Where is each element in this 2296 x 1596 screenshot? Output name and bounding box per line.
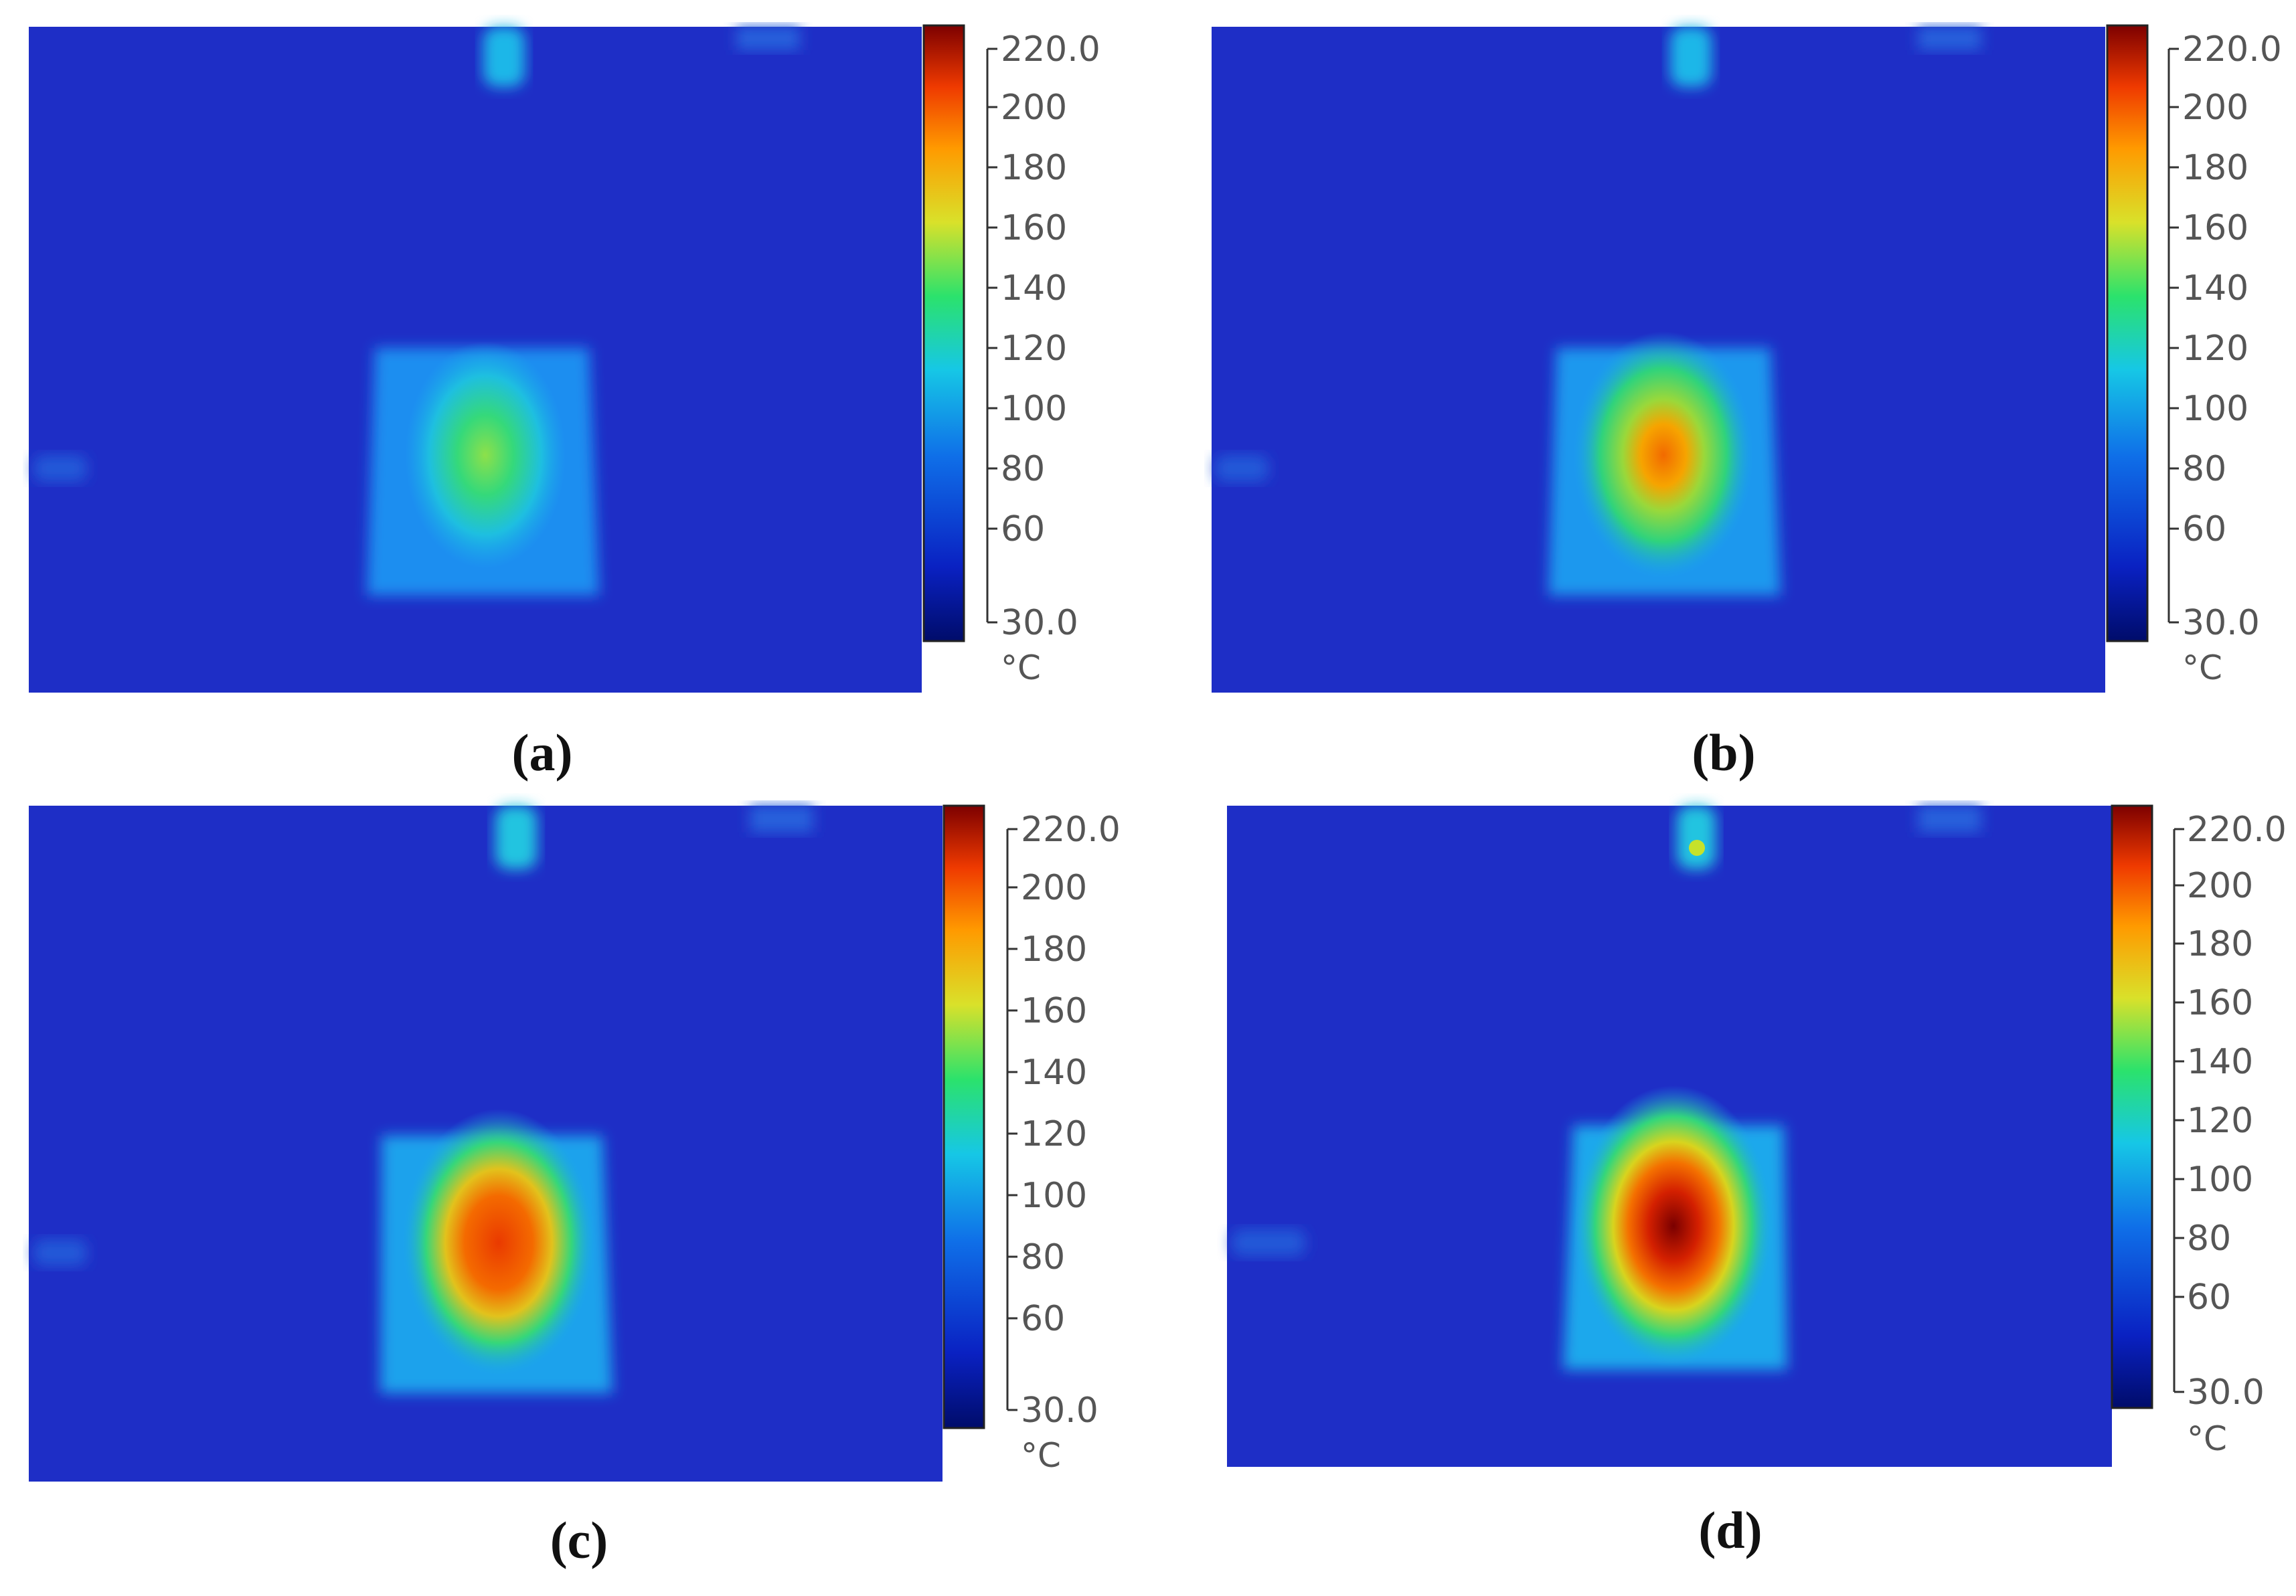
scale-tick-label: 180 <box>2187 924 2253 964</box>
panel-caption: (b) <box>1692 723 1756 782</box>
scale-tick-label: 140 <box>2187 1042 2253 1082</box>
scale-tick-label: 180 <box>1001 148 1067 188</box>
scale-tick-label: 160 <box>1001 208 1067 248</box>
scale-unit-label: °C <box>1021 1436 1061 1475</box>
scale-tick-label: 80 <box>2182 449 2226 489</box>
scale-tick-label: 180 <box>2182 148 2248 188</box>
scale-tick-label: 180 <box>1021 929 1087 970</box>
scale-tick-label: 200 <box>2182 88 2248 128</box>
scale-unit-label: °C <box>2182 648 2222 687</box>
scale-tick-label: 160 <box>2182 208 2248 248</box>
panel-caption: (d) <box>1698 1501 1762 1559</box>
background-artifact <box>1918 27 1981 50</box>
scale-tick-label: 140 <box>1001 268 1067 308</box>
scale-unit-label: °C <box>2187 1419 2227 1458</box>
scale-max-label: 220.0 <box>2182 29 2282 70</box>
probe-hot-tip <box>1689 840 1705 856</box>
scale-tick-label: 120 <box>2187 1101 2253 1141</box>
scale-tick-label: 160 <box>2187 983 2253 1023</box>
scale-tick-label: 60 <box>2187 1277 2231 1318</box>
scale-tick-label: 60 <box>2182 509 2226 549</box>
scale-max-label: 220.0 <box>2187 810 2287 850</box>
color-scale-bar <box>922 24 965 642</box>
panel-caption: (a) <box>511 723 573 782</box>
scale-tick-label: 60 <box>1021 1299 1065 1339</box>
background-artifact <box>736 27 800 50</box>
thermal-image-a: 220.0 200 180 160 140 120 100 80 60 30.0… <box>29 24 1100 693</box>
background-artifact <box>750 806 813 832</box>
scale-tick-label: 120 <box>1001 329 1067 369</box>
color-scale-bar <box>2106 24 2149 642</box>
hot-spot <box>1573 1085 1774 1366</box>
background-artifact <box>1232 1229 1305 1256</box>
scale-max-label: 220.0 <box>1021 810 1121 850</box>
color-scale-bar <box>2111 804 2153 1409</box>
background-artifact <box>33 1239 87 1266</box>
scale-tick-label: 120 <box>1021 1114 1087 1154</box>
probe-hot-line <box>1677 806 1716 869</box>
scale-tick-label: 100 <box>2182 389 2248 429</box>
scale-tick-label: 60 <box>1001 509 1045 549</box>
scale-tick-label: 200 <box>2187 866 2253 906</box>
thermal-panel-a: 220.0 200 180 160 140 120 100 80 60 30.0… <box>0 0 1148 798</box>
background-artifact <box>1918 806 1981 832</box>
scale-tick-label: 200 <box>1021 868 1087 908</box>
scale-min-label: 30.0 <box>2182 603 2260 643</box>
thermal-panel-b: 220.0 200 180 160 140 120 100 80 60 30.0… <box>1148 0 2296 798</box>
color-scale-bar <box>942 804 985 1429</box>
scale-tick-label: 100 <box>2187 1160 2253 1200</box>
probe-hot-line <box>483 27 525 87</box>
scale-unit-label: °C <box>1001 648 1041 687</box>
panel-caption: (c) <box>550 1511 608 1569</box>
hot-spot <box>1573 331 1754 579</box>
probe-hot-line <box>1670 27 1712 87</box>
scale-tick-label: 160 <box>1021 991 1087 1031</box>
background-artifact <box>33 455 87 482</box>
thermal-image-d: 220.0 200 180 160 140 120 100 80 60 30.0… <box>1227 804 2287 1467</box>
background-artifact <box>1215 455 1268 482</box>
thermal-image-c: 220.0 200 180 160 140 120 100 80 60 30.0… <box>29 804 1121 1482</box>
scale-min-label: 30.0 <box>1021 1391 1098 1431</box>
scale-tick-label: 100 <box>1001 389 1067 429</box>
scale-tick-label: 100 <box>1021 1176 1087 1216</box>
scale-tick-label: 120 <box>2182 329 2248 369</box>
probe-hot-line <box>495 806 537 869</box>
scale-tick-label: 200 <box>1001 88 1067 128</box>
scale-tick-label: 80 <box>1021 1237 1065 1277</box>
thermal-panel-c: 220.0 200 180 160 140 120 100 80 60 30.0… <box>0 798 1148 1595</box>
scale-min-label: 30.0 <box>1001 603 1078 643</box>
scale-tick-label: 140 <box>1021 1053 1087 1093</box>
thermal-image-b: 220.0 200 180 160 140 120 100 80 60 30.0… <box>1212 24 2282 693</box>
scale-tick-label: 80 <box>2187 1219 2231 1259</box>
scale-tick-label: 80 <box>1001 449 1045 489</box>
scale-tick-label: 140 <box>2182 268 2248 308</box>
scale-min-label: 30.0 <box>2187 1372 2265 1413</box>
thermal-panel-d: 220.0 200 180 160 140 120 100 80 60 30.0… <box>1148 798 2296 1595</box>
hot-spot <box>402 1109 596 1377</box>
hot-spot <box>405 341 566 569</box>
scale-max-label: 220.0 <box>1001 29 1100 70</box>
